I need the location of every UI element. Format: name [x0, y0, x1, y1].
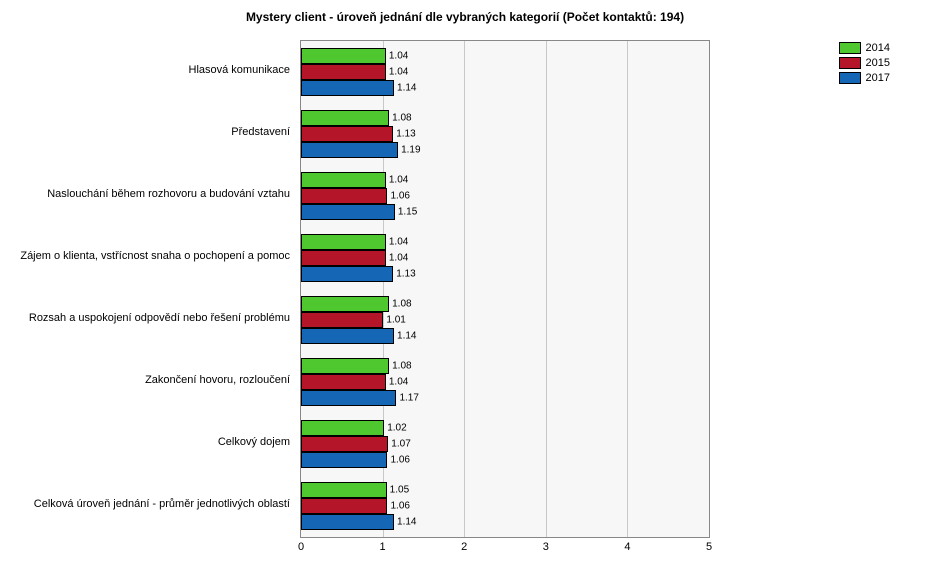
- x-tick-label: 1: [380, 537, 386, 553]
- category-label: Celkový dojem: [0, 436, 290, 448]
- legend-label: 2014: [866, 42, 890, 54]
- bar-value-label: 1.15: [394, 207, 417, 218]
- x-tick-label: 4: [624, 537, 630, 553]
- bar: 1.01: [301, 312, 383, 328]
- category-label: Představení: [0, 126, 290, 138]
- x-tick-label: 0: [298, 537, 304, 553]
- bar: 1.13: [301, 266, 393, 282]
- bar-value-label: 1.02: [383, 423, 406, 434]
- legend-item: 2017: [839, 72, 890, 84]
- bar-value-label: 1.08: [388, 113, 411, 124]
- bar: 1.17: [301, 390, 396, 406]
- bar: 1.14: [301, 328, 394, 344]
- bar: 1.06: [301, 498, 387, 514]
- bar: 1.14: [301, 80, 394, 96]
- bar: 1.04: [301, 234, 386, 250]
- chart-container: Mystery client - úroveň jednání dle vybr…: [0, 0, 930, 567]
- bar-value-label: 1.06: [386, 501, 409, 512]
- gridline: [546, 41, 547, 537]
- bar-value-label: 1.04: [385, 175, 408, 186]
- bar-value-label: 1.07: [387, 439, 410, 450]
- bar: 1.04: [301, 172, 386, 188]
- bar: 1.14: [301, 514, 394, 530]
- bar-value-label: 1.19: [397, 145, 420, 156]
- bar: 1.04: [301, 374, 386, 390]
- bar-value-label: 1.14: [393, 331, 416, 342]
- x-tick-label: 2: [461, 537, 467, 553]
- legend-label: 2015: [866, 57, 890, 69]
- bar-value-label: 1.13: [392, 269, 415, 280]
- legend-item: 2014: [839, 42, 890, 54]
- bar-value-label: 1.17: [395, 393, 418, 404]
- bar-value-label: 1.08: [388, 361, 411, 372]
- chart-title: Mystery client - úroveň jednání dle vybr…: [0, 10, 930, 24]
- bar-value-label: 1.04: [385, 377, 408, 388]
- legend-label: 2017: [866, 72, 890, 84]
- bar-value-label: 1.06: [386, 455, 409, 466]
- bar-value-label: 1.05: [386, 485, 409, 496]
- category-label: Rozsah a uspokojení odpovědí nebo řešení…: [0, 312, 290, 324]
- bar: 1.02: [301, 420, 384, 436]
- legend-swatch: [839, 42, 861, 54]
- bar: 1.15: [301, 204, 395, 220]
- category-label: Naslouchání během rozhovoru a budování v…: [0, 188, 290, 200]
- category-label: Celková úroveň jednání - průměr jednotli…: [0, 498, 290, 510]
- bar: 1.06: [301, 188, 387, 204]
- bar: 1.04: [301, 250, 386, 266]
- legend: 2014 2015 2017: [839, 42, 890, 87]
- bar-value-label: 1.04: [385, 51, 408, 62]
- legend-swatch: [839, 72, 861, 84]
- bar: 1.08: [301, 110, 389, 126]
- legend-item: 2015: [839, 57, 890, 69]
- gridline: [464, 41, 465, 537]
- bar-value-label: 1.01: [382, 315, 405, 326]
- bar: 1.06: [301, 452, 387, 468]
- bar-value-label: 1.04: [385, 237, 408, 248]
- bar-value-label: 1.04: [385, 253, 408, 264]
- x-tick-label: 3: [543, 537, 549, 553]
- bar: 1.13: [301, 126, 393, 142]
- bar: 1.07: [301, 436, 388, 452]
- category-label: Zájem o klienta, vstřícnost snaha o poch…: [0, 250, 290, 262]
- bar-value-label: 1.13: [392, 129, 415, 140]
- bar-value-label: 1.14: [393, 83, 416, 94]
- category-label: Hlasová komunikace: [0, 64, 290, 76]
- bar-value-label: 1.14: [393, 517, 416, 528]
- bar: 1.05: [301, 482, 387, 498]
- plot-area: 1.041.041.141.081.131.191.041.061.151.04…: [300, 40, 710, 538]
- bar: 1.19: [301, 142, 398, 158]
- bar-value-label: 1.08: [388, 299, 411, 310]
- bar: 1.08: [301, 358, 389, 374]
- gridline: [627, 41, 628, 537]
- bar: 1.08: [301, 296, 389, 312]
- x-tick-label: 5: [706, 537, 712, 553]
- bar-value-label: 1.04: [385, 67, 408, 78]
- bar: 1.04: [301, 64, 386, 80]
- bar-value-label: 1.06: [386, 191, 409, 202]
- bar: 1.04: [301, 48, 386, 64]
- category-label: Zakončení hovoru, rozloučení: [0, 374, 290, 386]
- legend-swatch: [839, 57, 861, 69]
